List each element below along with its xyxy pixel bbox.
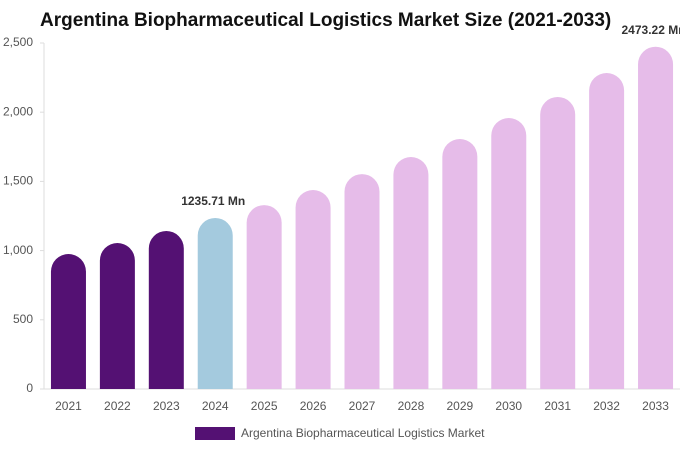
bar (99, 242, 135, 389)
x-tick-label: 2033 (642, 399, 669, 413)
x-tick-label: 2024 (202, 399, 229, 413)
bar (442, 139, 478, 389)
y-tick-label: 1,000 (3, 243, 33, 257)
x-tick-label: 2027 (349, 399, 376, 413)
x-tick-label: 2025 (251, 399, 278, 413)
bar (589, 73, 625, 389)
legend-label: Argentina Biopharmaceutical Logistics Ma… (241, 426, 485, 440)
y-tick-label: 500 (13, 312, 33, 326)
x-tick-label: 2026 (300, 399, 327, 413)
x-tick-label: 2028 (398, 399, 425, 413)
x-tick-label: 2031 (544, 399, 571, 413)
bar (638, 46, 674, 389)
bar (295, 189, 331, 389)
bar (148, 230, 184, 389)
y-tick-label: 0 (26, 381, 33, 395)
bar (393, 157, 429, 389)
bar (50, 254, 86, 389)
x-tick-label: 2032 (593, 399, 620, 413)
legend-swatch (195, 427, 235, 440)
bar (491, 118, 527, 389)
x-tick-label: 2022 (104, 399, 131, 413)
chart-title: Argentina Biopharmaceutical Logistics Ma… (40, 10, 611, 31)
y-tick-label: 2,000 (3, 104, 33, 118)
bar (344, 174, 380, 389)
y-tick-label: 2,500 (3, 35, 33, 49)
data-label: 1235.71 Mn (181, 194, 245, 208)
y-tick-label: 1,500 (3, 174, 33, 188)
bar (246, 205, 282, 389)
x-tick-label: 2030 (495, 399, 522, 413)
data-label: 2473.22 Mn (622, 23, 680, 37)
x-tick-label: 2029 (446, 399, 473, 413)
x-tick-label: 2023 (153, 399, 180, 413)
bar (540, 96, 576, 389)
x-tick-label: 2021 (55, 399, 82, 413)
bar (197, 217, 233, 389)
